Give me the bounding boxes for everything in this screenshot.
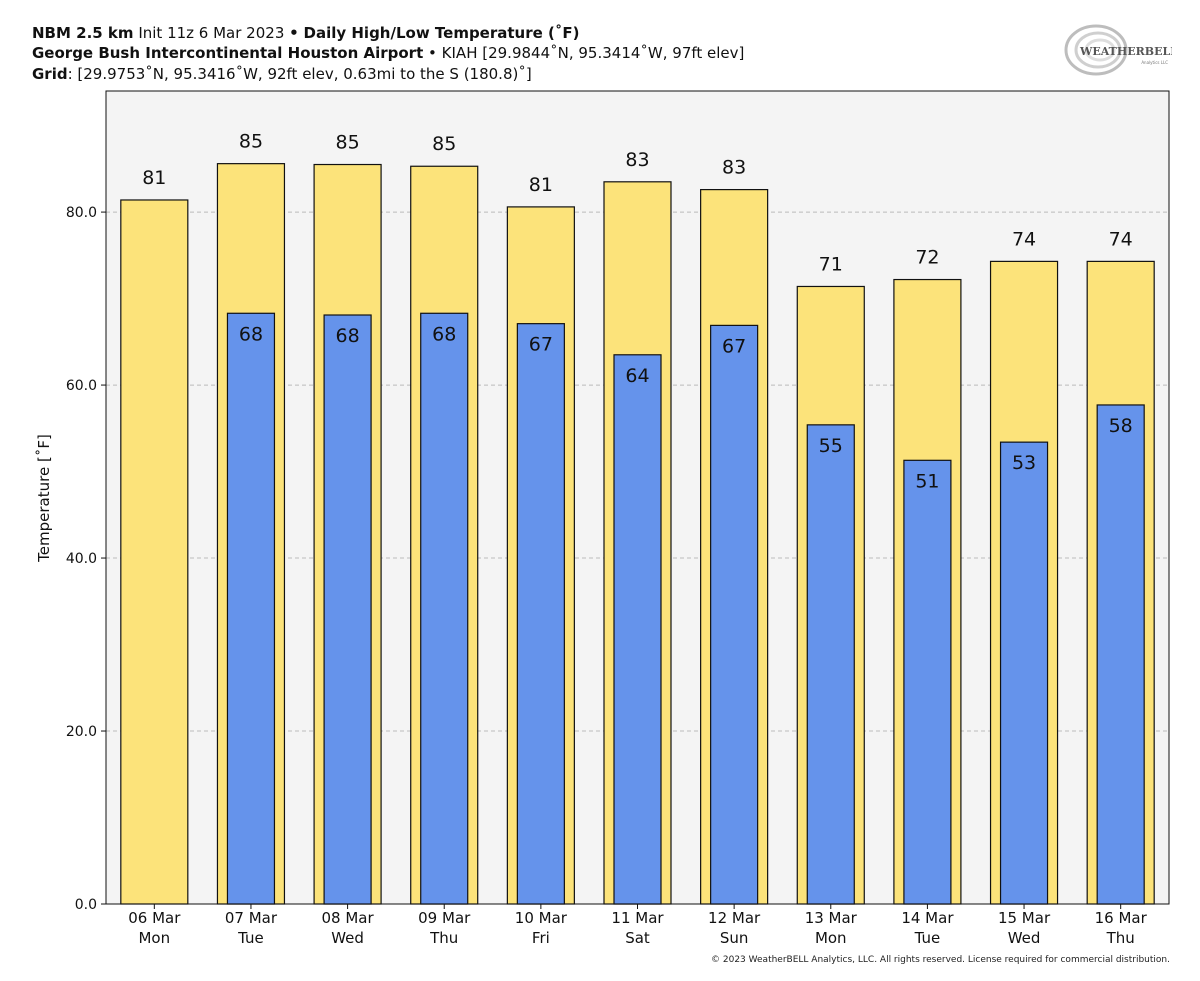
high-value-label: 72 <box>915 247 939 269</box>
title-line-2: George Bush Intercontinental Houston Air… <box>32 44 744 63</box>
x-tick-date: 16 Mar <box>1095 909 1148 927</box>
x-tick-day: Sat <box>625 929 650 947</box>
grid-label: Grid <box>32 65 68 83</box>
low-bar <box>999 441 1049 905</box>
x-tick-day: Mon <box>815 929 847 947</box>
high-value-label: 74 <box>1012 228 1036 250</box>
low-bar <box>613 354 662 905</box>
copyright-footer: © 2023 WeatherBELL Analytics, LLC. All r… <box>711 955 1170 965</box>
x-tick-day: Thu <box>1106 929 1135 947</box>
y-tick-label: 0.0 <box>75 897 97 913</box>
low-bar <box>1096 404 1145 905</box>
y-tick-label: 60.0 <box>66 378 97 394</box>
separator: • <box>289 24 299 42</box>
title-line-3: Grid: [29.9753˚N, 95.3416˚W, 92ft elev, … <box>32 65 532 84</box>
low-bar <box>710 324 759 905</box>
x-axis-ticks: 06 Mar Mon 07 Mar Tue 08 Mar Wed 09 Mar Thu 10 M… <box>128 904 1148 947</box>
low-value-label: 68 <box>335 325 359 347</box>
x-tick-day: Wed <box>331 929 364 947</box>
low-value-label: 51 <box>915 470 939 492</box>
y-axis-ticks: 0.0 20.0 40.0 60.0 80.0 <box>66 205 106 913</box>
grid-coords: : [29.9753˚N, 95.3416˚W, 92ft elev, 0.63… <box>67 65 532 83</box>
low-value-label: 67 <box>722 335 746 357</box>
x-tick-date: 14 Mar <box>901 909 954 927</box>
value-labels: 81 85 68 85 68 85 68 81 67 83 64 83 67 71 55 72 51 74 53 74… <box>142 131 1133 493</box>
low-bars <box>226 312 1145 905</box>
x-tick-day: Fri <box>532 929 550 947</box>
title-line-1: NBM 2.5 km Init 11z 6 Mar 2023 • Daily H… <box>32 24 579 43</box>
x-tick-date: 10 Mar <box>515 909 568 927</box>
x-tick-date: 06 Mar <box>128 909 181 927</box>
high-bar <box>120 199 189 905</box>
x-tick-date: 13 Mar <box>805 909 858 927</box>
x-tick-date: 09 Mar <box>418 909 471 927</box>
high-value-label: 85 <box>335 132 359 154</box>
x-tick-day: Tue <box>914 929 941 947</box>
x-tick-date: 07 Mar <box>225 909 278 927</box>
high-value-label: 83 <box>625 149 649 171</box>
logo-subtext: Analytics LLC <box>1141 60 1168 65</box>
x-tick-day: Thu <box>429 929 458 947</box>
high-value-label: 85 <box>239 131 263 153</box>
y-tick-label: 80.0 <box>66 205 97 221</box>
low-bar <box>420 312 469 905</box>
station-coords: KIAH [29.9844˚N, 95.3414˚W, 97ft elev] <box>441 44 745 62</box>
high-value-label: 81 <box>529 174 553 196</box>
x-tick-date: 15 Mar <box>998 909 1051 927</box>
init-time: Init 11z 6 Mar 2023 <box>138 24 285 42</box>
low-value-label: 64 <box>625 365 649 387</box>
low-bar <box>806 424 855 905</box>
model-name: NBM 2.5 km <box>32 24 134 42</box>
low-value-label: 53 <box>1012 452 1036 474</box>
x-tick-day: Mon <box>138 929 170 947</box>
logo-text: WEATHERBELL <box>1079 45 1172 58</box>
x-tick-date: 12 Mar <box>708 909 761 927</box>
low-bar <box>903 459 952 905</box>
low-bar <box>516 323 565 905</box>
x-tick-date: 11 Mar <box>611 909 664 927</box>
y-tick-label: 40.0 <box>66 551 97 567</box>
high-value-label: 83 <box>722 157 746 179</box>
low-bar <box>226 312 276 905</box>
low-value-label: 68 <box>432 323 456 345</box>
x-tick-day: Sun <box>720 929 749 947</box>
high-value-label: 74 <box>1109 228 1133 250</box>
y-tick-label: 20.0 <box>66 724 97 740</box>
low-bar <box>323 314 372 905</box>
y-axis-label: Temperature [˚F] <box>35 434 53 563</box>
high-value-label: 71 <box>819 253 843 275</box>
low-value-label: 67 <box>529 334 553 356</box>
low-value-label: 68 <box>239 323 263 345</box>
x-tick-day: Wed <box>1008 929 1041 947</box>
high-value-label: 85 <box>432 133 456 155</box>
separator: • <box>428 44 437 62</box>
product-title: Daily High/Low Temperature (˚F) <box>303 24 580 42</box>
x-tick-date: 08 Mar <box>322 909 375 927</box>
low-value-label: 58 <box>1109 415 1133 437</box>
high-value-label: 81 <box>142 167 166 189</box>
weatherbell-logo: WEATHERBELL Analytics LLC <box>1064 24 1172 76</box>
x-tick-day: Tue <box>237 929 264 947</box>
low-value-label: 55 <box>819 435 843 457</box>
station-name: George Bush Intercontinental Houston Air… <box>32 44 424 62</box>
